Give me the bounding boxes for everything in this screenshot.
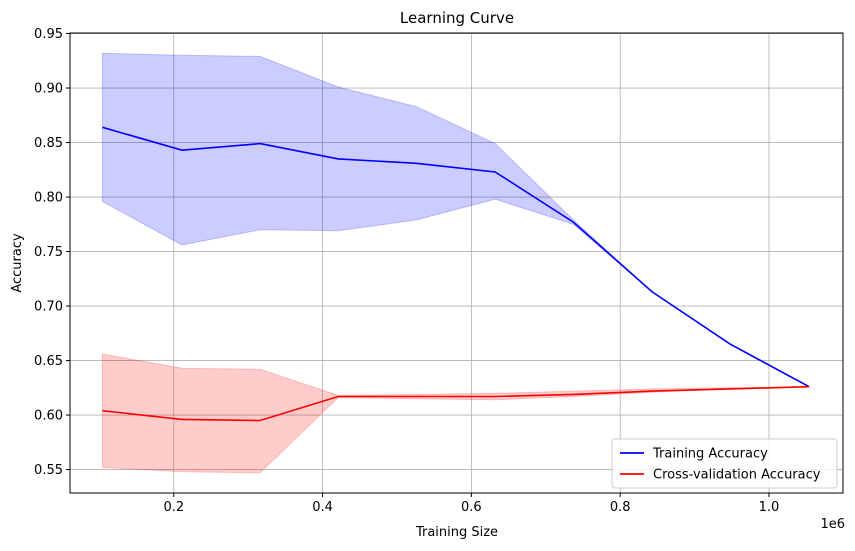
x-tick-label: 0.4 bbox=[312, 500, 333, 515]
y-tick-label: 0.90 bbox=[34, 82, 63, 97]
x-axis-offset-label: 1e6 bbox=[820, 517, 845, 532]
series-band-1 bbox=[102, 53, 809, 387]
y-tick-label: 0.60 bbox=[34, 409, 63, 424]
legend-label-2: Cross-validation Accuracy bbox=[653, 468, 821, 483]
x-axis-label: Training Size bbox=[415, 525, 498, 540]
x-tick-label: 1.0 bbox=[759, 500, 780, 515]
legend-label-1: Training Accuracy bbox=[652, 447, 768, 462]
y-tick-label: 0.70 bbox=[34, 300, 63, 315]
y-tick-label: 0.75 bbox=[34, 245, 63, 260]
series-group bbox=[102, 53, 809, 473]
y-tick-label: 0.95 bbox=[34, 27, 63, 42]
y-tick-label: 0.55 bbox=[34, 463, 63, 478]
x-tick-label: 0.8 bbox=[610, 500, 631, 515]
legend: Training Accuracy Cross-validation Accura… bbox=[612, 439, 837, 488]
y-tick-label: 0.80 bbox=[34, 191, 63, 206]
x-tick-label: 0.6 bbox=[461, 500, 482, 515]
y-axis-label: Accuracy bbox=[10, 233, 25, 293]
y-tick-label: 0.85 bbox=[34, 136, 63, 151]
y-tick-label: 0.65 bbox=[34, 354, 63, 369]
chart-title: Learning Curve bbox=[400, 9, 514, 27]
x-tick-label: 0.2 bbox=[163, 500, 184, 515]
